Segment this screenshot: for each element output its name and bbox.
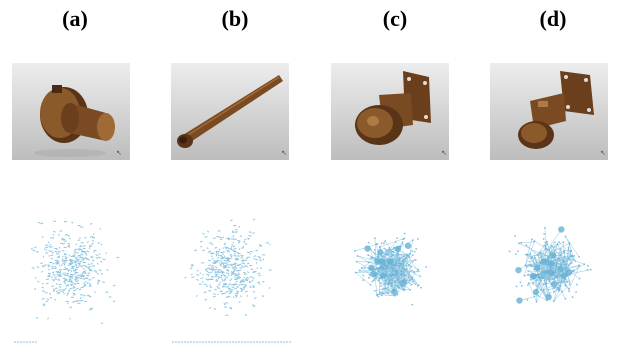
bushing-render: ↖ [34,85,122,157]
graph-network-c [353,232,428,306]
caster-render: ↖ [355,71,447,157]
render-panel-c: ↖ [331,63,449,160]
graph-scatter-a [14,220,120,343]
svg-text:↖: ↖ [116,149,122,157]
bolt-render: ↖ [177,75,287,157]
render-panel-a: ↖ [12,63,130,160]
panel-label-b: (b) [221,6,249,31]
graph-panel-c [328,190,458,345]
graph-panel-d [490,190,620,345]
panel-label-d: (d) [539,6,567,31]
graph-network-d [508,226,592,304]
svg-text:↖: ↖ [600,149,606,157]
graph-panel-b [168,190,298,345]
render-panel-d: ↖ [490,63,608,160]
svg-text:↖: ↖ [281,149,287,157]
graph-panel-a [10,190,140,345]
render-panel-b: ↖ [171,63,289,160]
svg-text:↖: ↖ [441,149,447,157]
panel-label-a: (a) [62,6,88,31]
graph-scatter-b [172,218,292,343]
panel-label-c: (c) [382,6,408,31]
caster-rotated-render: ↖ [518,71,606,157]
